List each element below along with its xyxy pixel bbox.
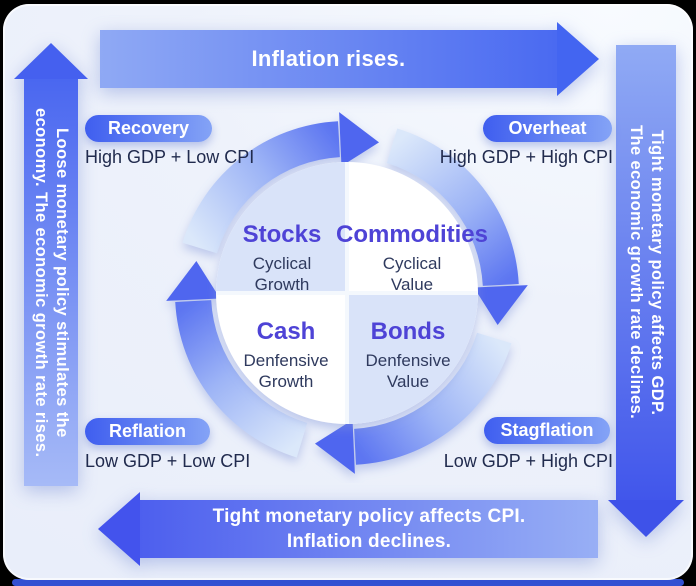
- tight-policy-gdp-line1: Tight monetary policy affects GDP.: [648, 129, 666, 416]
- inflation-rises-label: Inflation rises.: [251, 46, 406, 71]
- phase-condition-recovery: High GDP + Low CPI: [85, 147, 255, 167]
- tight-policy-cpi-line2: Inflation declines.: [286, 531, 452, 552]
- quadrant-label-commodities: Commodities Cyclical Value: [327, 220, 497, 295]
- quadrant-style: Cyclical Value: [382, 254, 442, 294]
- down-arrowhead-icon: [608, 500, 684, 537]
- phase-badge-label: Stagflation: [500, 420, 594, 440]
- tight-policy-gdp-line2: The economic growth rate declines.: [627, 125, 645, 420]
- loose-policy-line2: economy. The economic growth rate rises.: [32, 107, 50, 458]
- inflation-rises-arrow: Inflation rises.: [100, 22, 599, 96]
- bottom-edge-strip: [12, 579, 684, 586]
- quadrant-title: Cash: [256, 318, 316, 345]
- quadrant-label-bonds: Bonds Denfensive Value: [323, 317, 493, 392]
- phase-badge-overheat: Overheat: [483, 115, 612, 142]
- asset-cycle-wheel: [166, 112, 528, 474]
- tight-policy-gdp-arrow: Tight monetary policy affects GDP. The e…: [608, 45, 684, 537]
- loose-policy-line1: Loose monetary policy stimulates the: [53, 127, 71, 438]
- phase-badge-label: Reflation: [108, 421, 186, 441]
- quadrant-label-cash: Cash Denfensive Growth: [201, 317, 371, 392]
- tight-policy-cpi-arrow: Tight monetary policy affects CPI. Infla…: [98, 492, 598, 566]
- quadrant-style: Denfensive Value: [365, 351, 451, 391]
- phase-badge-stagflation: Stagflation: [484, 417, 610, 444]
- up-arrowhead-icon: [14, 43, 88, 79]
- loose-policy-arrow-body: Loose monetary policy stimulates the eco…: [24, 79, 78, 486]
- left-arrowhead-icon: [98, 492, 140, 566]
- loose-policy-label: Loose monetary policy stimulates the eco…: [30, 108, 72, 457]
- tight-policy-gdp-arrow-body: Tight monetary policy affects GDP. The e…: [616, 45, 676, 500]
- quadrant-title: Stocks: [242, 221, 322, 248]
- quadrant-style: Denfensive Growth: [243, 351, 329, 391]
- phase-condition-stagflation: Low GDP + High CPI: [443, 451, 613, 471]
- quadrant-title: Commodities: [335, 221, 488, 248]
- tight-policy-cpi-arrow-body: Tight monetary policy affects CPI. Infla…: [140, 500, 598, 558]
- quadrant-label-stocks: Stocks Cyclical Growth: [197, 220, 367, 295]
- phase-badge-label: Recovery: [107, 118, 190, 138]
- phase-condition-overheat: High GDP + High CPI: [439, 147, 613, 167]
- quadrant-style: Cyclical Growth: [252, 254, 312, 294]
- phase-badge-reflation: Reflation: [85, 418, 210, 445]
- loose-policy-arrow: Loose monetary policy stimulates the eco…: [14, 43, 88, 486]
- tight-policy-gdp-label: Tight monetary policy affects GDP. The e…: [625, 125, 667, 419]
- quadrant-title: Bonds: [370, 318, 446, 345]
- inflation-rises-arrow-body: Inflation rises.: [100, 30, 557, 88]
- tight-policy-cpi-line1: Tight monetary policy affects CPI.: [212, 506, 526, 527]
- phase-badge-recovery: Recovery: [85, 115, 212, 142]
- phase-condition-reflation: Low GDP + Low CPI: [85, 451, 251, 471]
- phase-badge-label: Overheat: [508, 118, 587, 138]
- right-arrowhead-icon: [557, 22, 599, 96]
